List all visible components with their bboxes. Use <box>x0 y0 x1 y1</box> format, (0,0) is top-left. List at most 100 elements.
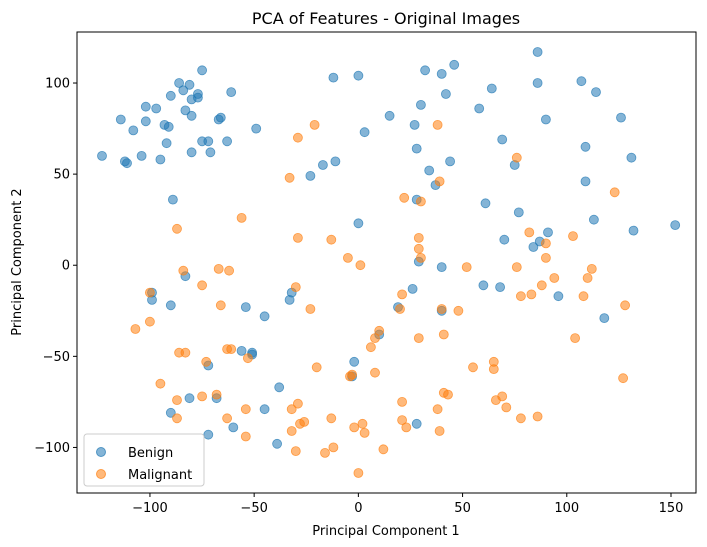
malignant-point <box>201 356 212 367</box>
benign-point <box>205 147 216 158</box>
benign-point <box>165 300 176 311</box>
benign-point <box>626 152 637 163</box>
malignant-point <box>172 223 182 234</box>
benign-point <box>178 85 189 96</box>
malignant-point <box>488 364 499 375</box>
plot-frame <box>76 31 697 494</box>
benign-point <box>184 79 195 90</box>
malignant-point <box>359 427 370 438</box>
malignant-point <box>501 402 512 413</box>
malignant-point <box>240 431 251 442</box>
benign-point <box>274 382 285 393</box>
benign-point <box>259 311 270 322</box>
malignant-point <box>511 152 522 163</box>
y-tick-label: −50 <box>43 350 70 365</box>
benign-point <box>616 112 626 123</box>
malignant-point <box>413 333 424 344</box>
malignant-point <box>395 304 405 314</box>
malignant-point <box>370 367 380 378</box>
chart-title: PCA of Features - Original Images <box>252 9 520 28</box>
benign-point <box>353 70 364 81</box>
malignant-point <box>349 422 360 433</box>
malignant-point <box>609 187 620 198</box>
malignant-point <box>536 280 547 291</box>
benign-point <box>165 407 176 418</box>
benign-point <box>589 214 599 225</box>
benign-point <box>445 156 456 167</box>
benign-point <box>497 134 508 145</box>
benign-point <box>140 116 151 127</box>
malignant-point <box>326 413 337 424</box>
malignant-point <box>397 396 408 407</box>
malignant-point <box>242 353 253 364</box>
malignant-point <box>290 282 301 293</box>
benign-point <box>576 76 587 87</box>
benign-point <box>436 262 447 273</box>
malignant-point <box>516 291 526 302</box>
malignant-point <box>342 252 353 263</box>
malignant-point <box>215 300 226 311</box>
malignant-point <box>570 333 580 344</box>
benign-point <box>305 170 316 181</box>
x-tick-label: 50 <box>454 501 471 516</box>
benign-point <box>259 404 270 415</box>
benign-point <box>480 198 491 209</box>
benign-point <box>240 302 251 313</box>
benign-point <box>136 150 147 161</box>
malignant-point <box>620 300 630 311</box>
x-axis-label: Principal Component 1 <box>312 524 459 539</box>
benign-point <box>440 89 451 99</box>
y-tick-label: 50 <box>53 168 70 183</box>
malignant-point <box>578 291 589 302</box>
malignant-point <box>326 234 337 245</box>
malignant-point <box>286 404 297 415</box>
benign-point <box>128 125 139 136</box>
malignant-point <box>511 262 522 273</box>
malignant-point <box>299 416 310 427</box>
malignant-point <box>415 252 426 263</box>
legend-marker-malignant <box>96 469 106 479</box>
malignant-point <box>290 446 301 457</box>
benign-point <box>203 429 214 440</box>
malignant-point <box>524 227 535 238</box>
benign-point <box>184 393 195 404</box>
benign-point <box>486 83 497 94</box>
malignant-point <box>516 413 526 424</box>
benign-point <box>513 207 524 218</box>
benign-point <box>580 141 591 152</box>
benign-point <box>474 103 485 114</box>
benign-point <box>167 194 178 205</box>
malignant-point <box>305 304 316 314</box>
benign-point <box>424 165 435 176</box>
x-tick-label: 100 <box>554 501 579 516</box>
benign-point <box>420 65 431 76</box>
malignant-point <box>284 172 295 183</box>
malignant-point <box>357 418 368 429</box>
malignant-point <box>197 391 208 402</box>
benign-point <box>541 114 551 125</box>
benign-point <box>415 100 426 110</box>
malignant-point <box>549 273 560 283</box>
malignant-point <box>413 243 424 254</box>
malignant-point <box>434 426 445 436</box>
benign-point <box>532 78 543 88</box>
legend-label-benign: Benign <box>128 446 173 461</box>
malignant-point <box>144 316 155 327</box>
benign-point <box>165 90 176 101</box>
malignant-point <box>353 468 364 478</box>
malignant-point <box>618 373 628 384</box>
benign-point <box>186 110 197 121</box>
malignant-point <box>292 132 303 143</box>
benign-point <box>359 127 370 138</box>
malignant-point <box>355 260 366 271</box>
malignant-point <box>286 426 297 436</box>
benign-point <box>197 65 208 76</box>
malignant-point <box>144 287 155 298</box>
malignant-point <box>292 398 303 409</box>
benign-point <box>499 234 510 245</box>
benign-point <box>140 101 151 112</box>
benign-point <box>580 176 591 187</box>
malignant-point <box>415 196 426 207</box>
benign-point <box>228 422 239 433</box>
